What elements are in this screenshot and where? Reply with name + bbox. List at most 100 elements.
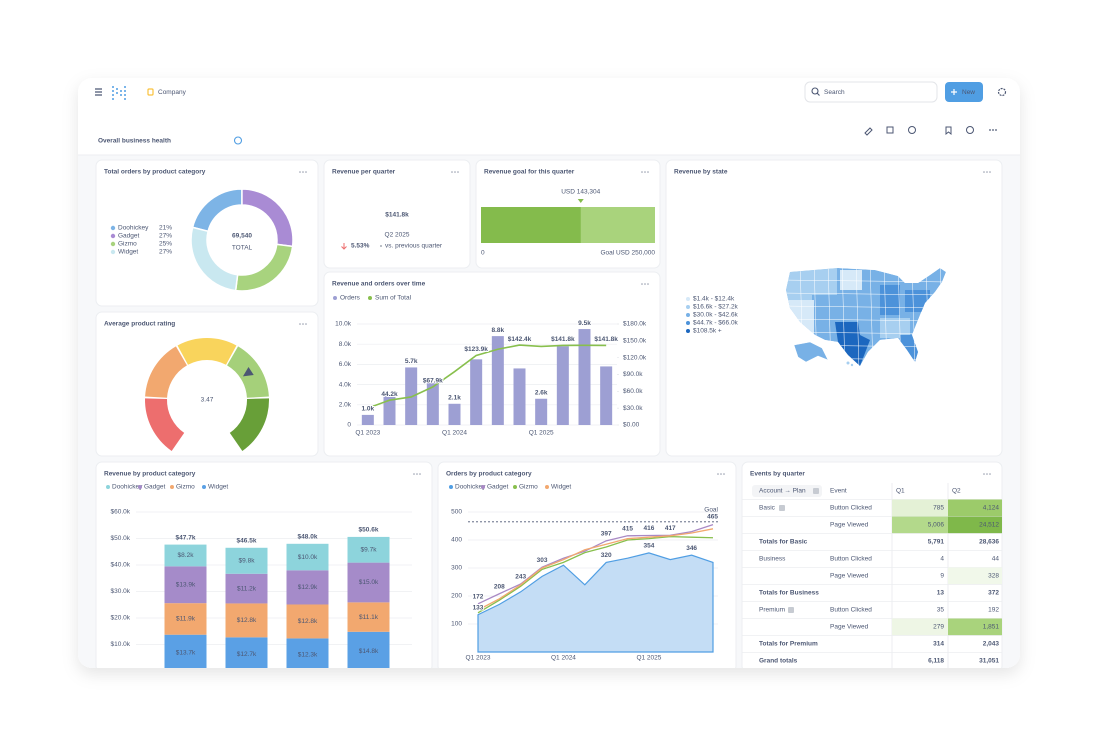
bar-segment [225, 547, 268, 574]
bar-segment [164, 634, 207, 668]
table-cell: 4,124 [983, 505, 1000, 512]
segment-label: $10.0k [298, 554, 318, 561]
data-label: 5.7k [405, 358, 418, 365]
logo[interactable] [112, 86, 126, 100]
total-label: $48.0k [298, 534, 318, 541]
menu-dot [413, 473, 415, 475]
x-tick-label: Q1 2023 [466, 655, 491, 662]
bookmark-icon[interactable] [945, 126, 952, 136]
hawaii [850, 363, 854, 367]
menu-dot [644, 283, 646, 285]
region [812, 268, 837, 295]
change-comparison: vs. previous quarter [385, 243, 443, 250]
state-border [855, 268, 860, 366]
table-cell: Button Clicked [830, 556, 872, 563]
segment-label: $9.7k [361, 546, 378, 553]
y2-tick-label: $60.0k [623, 388, 643, 395]
x-tick-label: Q1 2023 [355, 430, 380, 437]
y-tick-label: 2.0k [339, 402, 352, 409]
data-label: 133 [473, 604, 484, 611]
line [477, 535, 714, 614]
card-menu[interactable] [299, 171, 307, 173]
card: Revenue goal for this quarter USD 143,304… [475, 159, 661, 269]
card-menu[interactable] [299, 323, 307, 325]
collection-icon [147, 88, 154, 96]
legend-label: Doohickey [455, 484, 486, 491]
new-button-label[interactable]: New [962, 89, 975, 96]
y-tick-label: 300 [451, 565, 462, 572]
menu-dot [717, 473, 719, 475]
change-value: 5.53% [351, 243, 370, 250]
gauge-segment [177, 337, 237, 365]
data-label: 417 [665, 525, 676, 532]
settings-icon[interactable] [997, 87, 1007, 97]
scalar-value: $141.8k [385, 212, 409, 219]
segment-label: $9.8k [239, 557, 256, 564]
table-cell: 28,636 [979, 539, 999, 546]
total-label: $50.6k [359, 527, 379, 534]
data-label: 415 [622, 526, 633, 533]
data-label: 172 [473, 594, 484, 601]
column-header: Event [830, 488, 847, 495]
history-icon[interactable] [908, 126, 916, 134]
y-tick-label: 6.0k [339, 361, 352, 368]
table-cell: 328 [988, 573, 999, 580]
bar [470, 359, 483, 425]
y2-tick-label: $90.0k [623, 371, 643, 378]
more-icon[interactable] [989, 129, 997, 131]
y-tick-label: 0 [347, 422, 351, 429]
heat-cell [892, 499, 948, 517]
menu-dot [989, 171, 991, 173]
gauge-segment [229, 398, 270, 451]
card-menu[interactable] [641, 283, 649, 285]
bar [448, 403, 461, 425]
legend-label: Gizmo [519, 484, 538, 491]
alaska [793, 341, 829, 363]
data-label: 243 [515, 574, 526, 581]
menu-icon[interactable] [95, 88, 102, 96]
card-menu[interactable] [451, 171, 459, 173]
info-icon[interactable] [966, 126, 974, 134]
search-placeholder[interactable]: Search [824, 89, 845, 96]
legend-dot [686, 329, 690, 333]
table-cell: Page Viewed [830, 573, 869, 580]
table-cell: 314 [933, 641, 944, 648]
area [477, 552, 714, 653]
heat-cell [892, 618, 948, 636]
data-label: $142.4k [508, 336, 532, 343]
column-header: Q2 [952, 488, 961, 495]
region [840, 270, 862, 290]
card: Revenue by state $1.4k - $12.4k$16.6k - $… [665, 159, 1003, 457]
table-cell: Grand totals [759, 658, 798, 665]
share-icon[interactable] [886, 126, 894, 134]
card-menu[interactable] [413, 473, 421, 475]
card-content: Revenue and orders over time 0 2.0k 4.0k 6.0… [332, 281, 649, 437]
collection-name[interactable]: Company [158, 89, 187, 96]
legend-label: Gadget [118, 233, 140, 240]
segment-label: $15.0k [359, 579, 379, 586]
edit-icon[interactable] [864, 127, 873, 136]
bar [513, 368, 526, 425]
region [880, 285, 900, 315]
card-menu[interactable] [641, 171, 649, 173]
card-title: Orders by product category [446, 471, 532, 478]
column-header: Q1 [896, 488, 905, 495]
collapse-icon [813, 488, 819, 494]
table-cell: 5,006 [928, 522, 945, 529]
search-box[interactable] [804, 81, 938, 103]
legend-dot [110, 249, 116, 255]
progress-marker [577, 199, 584, 203]
bar-segment [347, 562, 390, 603]
card-menu[interactable] [983, 171, 991, 173]
y2-tick-label: $180.0k [623, 321, 647, 328]
table-cell: 35 [937, 607, 945, 614]
table-cell: 9 [940, 573, 944, 580]
legend-dot [110, 233, 116, 239]
menu-dot [983, 473, 985, 475]
column-header: Account → Plan [759, 488, 806, 495]
card-content: Total orders by product category Doohicke… [104, 169, 307, 292]
card-menu[interactable] [983, 473, 991, 475]
new-button[interactable] [945, 82, 983, 102]
card-menu[interactable] [717, 473, 725, 475]
